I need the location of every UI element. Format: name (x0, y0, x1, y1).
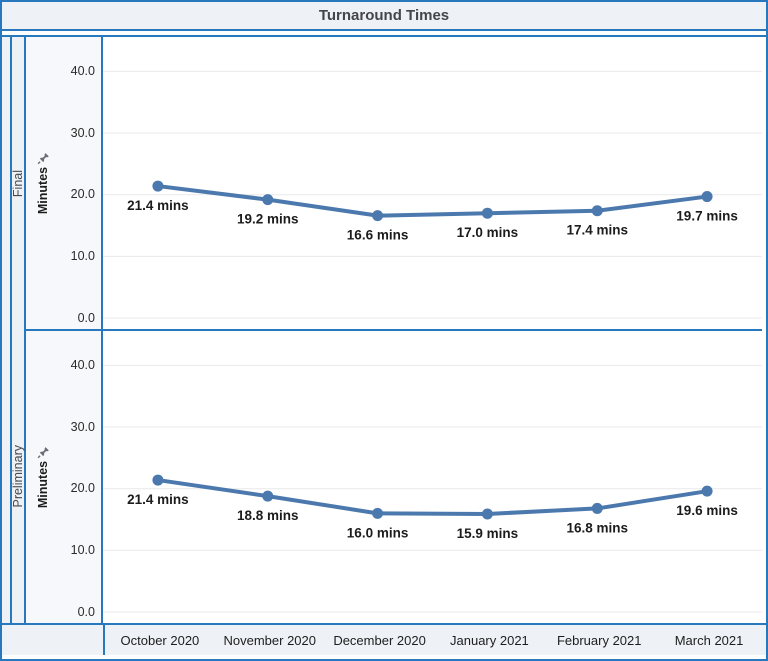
data-point-label: 16.6 mins (347, 228, 409, 243)
pushpin-icon[interactable] (37, 152, 50, 165)
line-series-final (157, 184, 708, 218)
chart-title: Turnaround Times (2, 2, 766, 31)
y-tick-30: 30.0 (70, 420, 95, 434)
data-point-label: 18.8 mins (237, 508, 299, 523)
data-point-marker[interactable] (701, 485, 713, 497)
line-chart-preliminary: 21.4 mins 18.8 mins 16.0 mins 15.9 mins 16.8… (103, 364, 762, 613)
x-label-december-2020[interactable]: December 2020 (333, 632, 426, 648)
y-axis-preliminary: Minutes 40.0 30.0 20.0 10.0 0.0 (26, 331, 101, 623)
data-point-marker[interactable] (591, 205, 603, 217)
y-tick-40: 40.0 (70, 64, 95, 78)
chart-pane-preliminary: 21.4 mins 18.8 mins 16.0 mins 15.9 mins 16.8… (101, 331, 762, 623)
y-tick-20: 20.0 (70, 187, 95, 201)
x-label-march-2021[interactable]: March 2021 (674, 632, 744, 648)
data-point-label: 15.9 mins (457, 526, 519, 541)
y-tick-10: 10.0 (70, 249, 95, 263)
y-axis-title-group[interactable]: Minutes (36, 446, 50, 508)
data-point-marker[interactable] (152, 180, 164, 192)
left-margin-column (2, 37, 12, 623)
y-axis-final: Minutes 40.0 30.0 20.0 10.0 0.0 (26, 37, 101, 329)
x-label-january-2021[interactable]: January 2021 (450, 632, 529, 648)
y-axis-title-group[interactable]: Minutes (36, 152, 50, 214)
data-point-label: 17.0 mins (457, 225, 519, 240)
data-point-label: 19.7 mins (676, 209, 738, 224)
y-tick-0: 0.0 (77, 605, 95, 619)
data-point-label: 16.0 mins (347, 525, 409, 540)
data-point-marker[interactable] (591, 502, 603, 514)
x-axis-labels: October 2020 November 2020 December 2020… (105, 625, 764, 655)
x-axis-row: October 2020 November 2020 December 2020… (2, 623, 766, 655)
panel-stack: Minutes 40.0 30.0 20.0 10.0 0.0 21.4 min… (26, 37, 762, 623)
y-tick-0: 0.0 (77, 311, 95, 325)
panel-preliminary: Minutes 40.0 30.0 20.0 10.0 0.0 21.4 min… (26, 331, 762, 623)
data-point-label: 21.4 mins (127, 492, 189, 507)
y-tick-30: 30.0 (70, 126, 95, 140)
row-header-column: Final Preliminary (11, 37, 26, 623)
chart-table: Final Preliminary Minutes (2, 35, 766, 655)
line-chart-final: 21.4 mins 19.2 mins 16.6 mins 17.0 mins 17.4… (103, 70, 762, 319)
data-point-label: 16.8 mins (566, 520, 628, 535)
data-point-marker[interactable] (701, 191, 713, 203)
chart-pane-final: 21.4 mins 19.2 mins 16.6 mins 17.0 mins 17.4… (101, 37, 762, 329)
panel-final: Minutes 40.0 30.0 20.0 10.0 0.0 21.4 min… (26, 37, 762, 329)
row-header-label: Preliminary (11, 445, 25, 508)
panel-divider (26, 329, 762, 331)
line-series-preliminary (157, 478, 708, 516)
row-header-final[interactable]: Final (11, 37, 25, 330)
x-axis-corner-spacer (2, 625, 105, 655)
data-point-marker[interactable] (372, 507, 384, 519)
data-point-marker[interactable] (152, 474, 164, 486)
data-point-marker[interactable] (262, 194, 274, 206)
panels-row: Final Preliminary Minutes (2, 37, 766, 623)
data-point-marker[interactable] (372, 210, 384, 222)
pushpin-icon[interactable] (37, 446, 50, 459)
y-tick-40: 40.0 (70, 358, 95, 372)
data-point-marker[interactable] (262, 490, 274, 502)
row-header-label: Final (11, 169, 25, 198)
data-point-label: 19.6 mins (676, 503, 738, 518)
x-label-november-2020[interactable]: November 2020 (223, 632, 316, 648)
x-label-october-2020[interactable]: October 2020 (120, 632, 200, 648)
data-point-marker[interactable] (481, 508, 493, 520)
data-point-marker[interactable] (481, 207, 493, 219)
data-point-label: 19.2 mins (237, 212, 299, 227)
row-header-preliminary[interactable]: Preliminary (11, 330, 25, 623)
data-point-label: 17.4 mins (566, 223, 628, 238)
y-tick-10: 10.0 (70, 543, 95, 557)
data-point-label: 21.4 mins (127, 198, 189, 213)
x-label-february-2021[interactable]: February 2021 (556, 632, 642, 648)
y-tick-20: 20.0 (70, 481, 95, 495)
title-gap (2, 31, 766, 35)
